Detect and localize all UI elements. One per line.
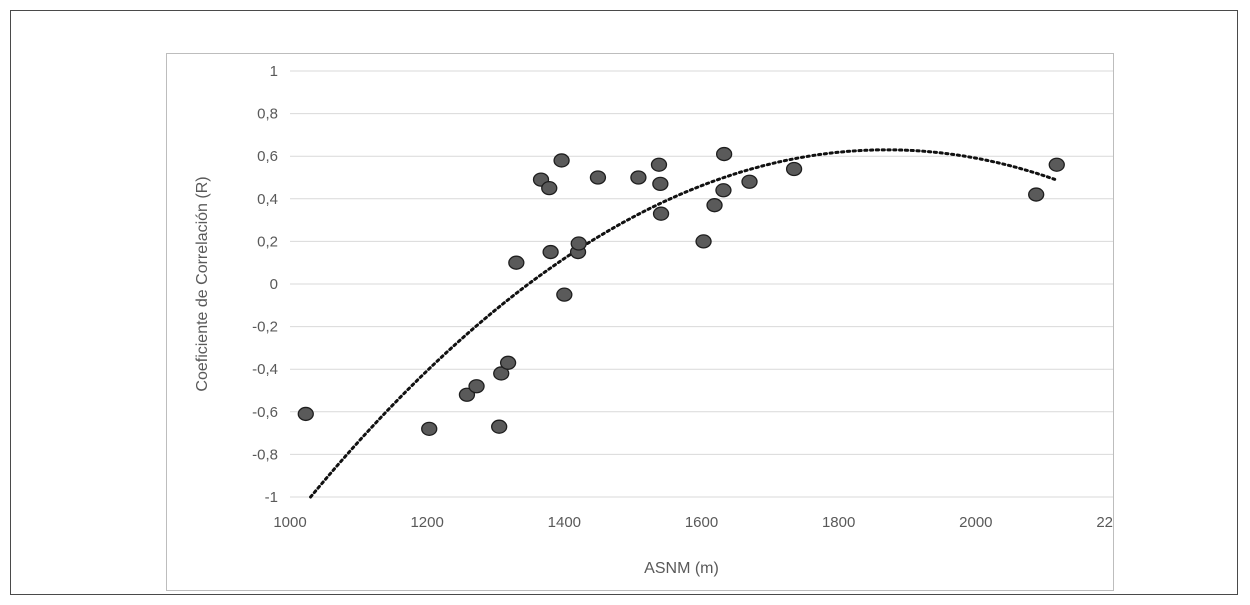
data-point [508,255,525,270]
gridlines [290,70,1113,498]
y-tick-label: 1 [270,63,278,80]
y-tick-labels: -1 -0,8 -0,6 -0,4 -0,2 0 0,2 0,4 0,6 0,8 1 [252,63,278,506]
data-point [491,419,508,434]
x-tick-label: 2200 [1096,514,1113,531]
data-points [297,146,1065,436]
data-point [570,236,587,251]
trend-line [309,148,1057,499]
data-point [715,183,732,198]
figure-frame: -1 -0,8 -0,6 -0,4 -0,2 0 0,2 0,4 0,6 0,8 1 1000 120… [10,10,1238,595]
data-point [468,379,485,394]
data-point [541,180,558,196]
x-axis-title: ASNM (m) [644,560,719,577]
y-tick-label: -1 [265,489,278,506]
y-axis-title: Coeficiente de Correlación (R) [194,176,211,391]
x-tick-labels: 1000 1200 1400 1600 1800 2000 2200 [273,514,1129,531]
data-point [589,170,607,185]
data-point [741,174,758,189]
data-point [630,170,647,185]
chart-area: -1 -0,8 -0,6 -0,4 -0,2 0 0,2 0,4 0,6 0,8 1 1000 120… [166,53,1130,591]
y-tick-label: 0,6 [257,148,278,165]
x-tick-label: 2000 [959,514,992,531]
data-point [652,176,669,192]
data-point [297,406,314,422]
y-tick-label: -0,8 [252,446,278,463]
y-tick-label: -0,6 [252,404,278,421]
scatter-chart: -1 -0,8 -0,6 -0,4 -0,2 0 0,2 0,4 0,6 0,8 1 1000 120… [194,63,1130,577]
y-tick-label: 0,2 [257,233,278,250]
data-point [553,153,570,168]
y-tick-label: 0 [270,276,278,293]
data-point [706,198,723,213]
y-tick-label: -0,4 [252,361,278,378]
data-point [715,146,733,162]
data-point [542,244,559,260]
data-point [1028,187,1045,202]
data-point [785,161,803,177]
x-tick-label: 1200 [410,514,443,531]
y-tick-label: 0,4 [257,191,278,208]
data-point [493,366,510,381]
data-point [421,421,438,436]
data-point [556,287,573,302]
x-tick-label: 1600 [685,514,718,531]
x-tick-label: 1800 [822,514,855,531]
x-tick-label: 1000 [273,514,306,531]
y-tick-label: -0,2 [252,319,278,336]
x-tick-label: 1400 [548,514,581,531]
data-point [652,206,670,221]
data-point [695,234,712,249]
data-point [458,387,476,402]
data-point [499,355,517,370]
y-tick-label: 0,8 [257,106,278,123]
data-point [650,157,668,172]
data-point [1048,157,1065,172]
